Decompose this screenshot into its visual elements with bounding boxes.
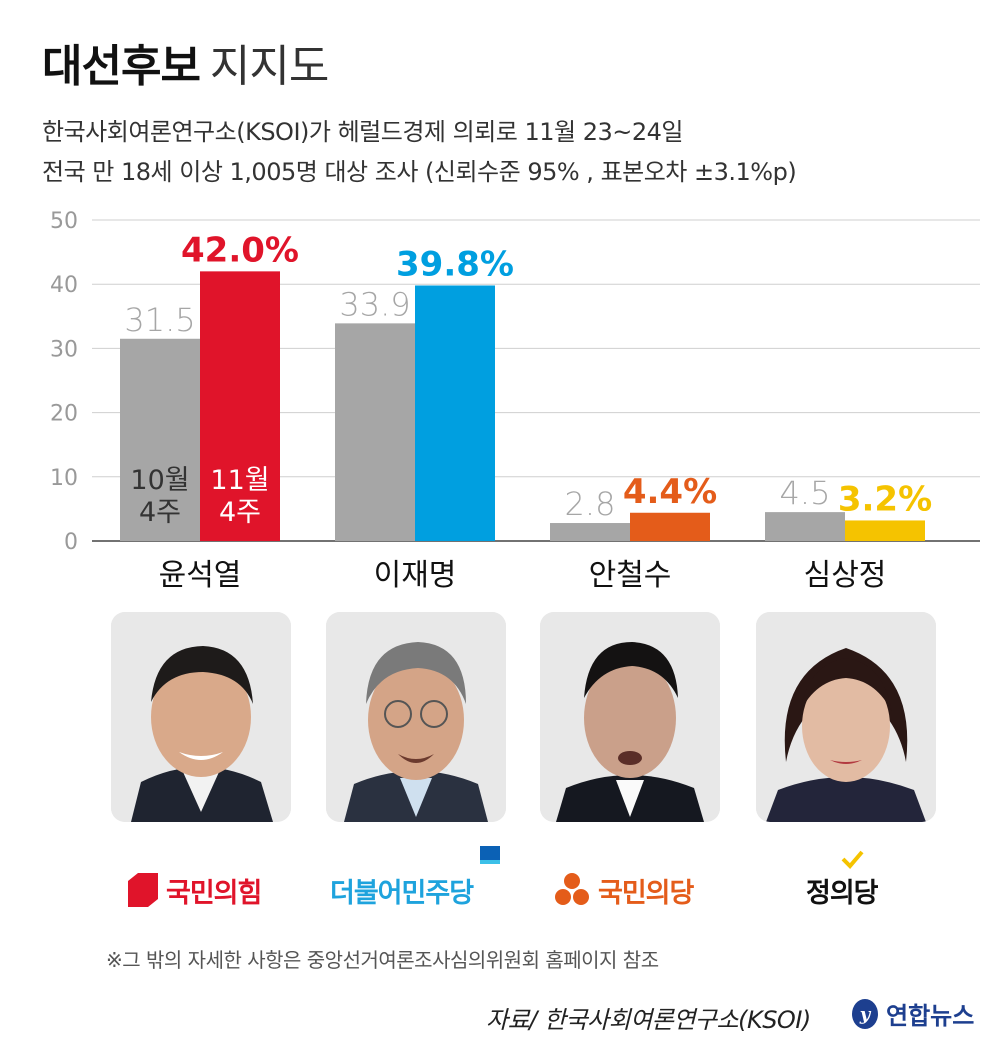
bar-prev	[550, 523, 630, 541]
category-label: 심상정	[804, 558, 887, 593]
legend-label: 10월	[130, 465, 189, 496]
party-name: 더불어민주당	[330, 877, 474, 909]
page-title: 대선후보 지지도	[42, 30, 329, 94]
party-label-1: 국민의힘	[124, 866, 262, 914]
data-label-prev: 31.5	[124, 301, 195, 339]
party-logo-icon	[128, 873, 158, 907]
bar-current	[415, 285, 495, 541]
candidate-photo-3	[540, 612, 720, 822]
data-label-prev: 33.9	[339, 285, 410, 323]
category-label: 안철수	[589, 558, 672, 593]
category-label: 이재명	[374, 558, 457, 593]
person-photo-icon	[756, 612, 936, 822]
bar-prev	[765, 512, 845, 541]
title-light: 지지도	[209, 41, 329, 92]
data-label-current: 42.0%	[181, 230, 299, 270]
bar-current	[200, 271, 280, 541]
svg-text:y: y	[859, 1004, 872, 1025]
party-logo-icon	[841, 850, 864, 869]
subtitle-line-2: 전국 만 18세 이상 1,005명 대상 조사 (신뢰수준 95% , 표본오…	[42, 158, 797, 186]
party-name: 정의당	[806, 877, 879, 909]
data-label-current: 39.8%	[396, 244, 514, 284]
legend-label: 4주	[139, 497, 181, 528]
party-logo-icon	[555, 873, 589, 905]
y-tick-label: 10	[50, 466, 78, 491]
data-label-prev: 2.8	[565, 485, 616, 523]
bar-current	[845, 520, 925, 541]
y-tick-label: 40	[50, 273, 78, 298]
candidate-photo-1	[111, 612, 291, 822]
bar-current	[630, 512, 710, 541]
yonhap-logo-icon: y	[852, 998, 878, 1029]
party-label-2: 더불어민주당	[330, 846, 500, 914]
candidate-photo-4	[756, 612, 936, 822]
category-label: 윤석열	[159, 558, 242, 593]
person-photo-icon	[540, 612, 720, 822]
party-label-4: 정의당	[806, 850, 879, 914]
y-tick-label: 20	[50, 402, 78, 427]
data-label-prev: 4.5	[780, 474, 831, 512]
y-tick-label: 0	[64, 530, 78, 555]
legend-label: 4주	[219, 497, 261, 528]
agency-name: 연합뉴스	[886, 1002, 975, 1030]
bar-prev	[120, 338, 200, 541]
legend-label: 11월	[210, 465, 269, 496]
source-credit: 자료/ 한국사회여론연구소(KSOI)	[486, 1006, 811, 1034]
subtitle-line-1: 한국사회여론연구소(KSOI)가 헤럴드경제 의뢰로 11월 23~24일	[42, 118, 684, 146]
person-photo-icon	[111, 612, 291, 822]
data-label-current: 4.4%	[623, 472, 717, 512]
candidate-photo-2	[326, 612, 506, 822]
person-photo-icon	[326, 612, 506, 822]
party-logo-icon	[480, 846, 500, 864]
y-tick-label: 50	[50, 209, 78, 234]
party-name: 국민의당	[598, 877, 694, 909]
party-label-3: 국민의당	[552, 866, 694, 914]
title-bold: 대선후보	[42, 41, 201, 92]
y-tick-label: 30	[50, 337, 78, 362]
data-label-current: 3.2%	[838, 479, 932, 519]
party-name: 국민의힘	[166, 877, 262, 909]
footnote: ※그 밖의 자세한 사항은 중앙선거여론조사심의위원회 홈페이지 참조	[106, 948, 659, 972]
bar-prev	[335, 323, 415, 541]
agency-logo: y 연합뉴스	[850, 996, 974, 1031]
